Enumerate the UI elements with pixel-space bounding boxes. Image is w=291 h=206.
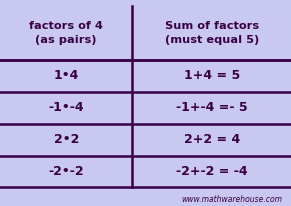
Text: (as pairs): (as pairs) [36,35,97,45]
Text: factors of 4: factors of 4 [29,21,103,31]
Text: www.mathwarehouse.com: www.mathwarehouse.com [181,194,282,204]
Text: -1•-4: -1•-4 [48,101,84,114]
Text: 1•4: 1•4 [54,69,79,82]
Text: -2•-2: -2•-2 [48,165,84,178]
Text: 2•2: 2•2 [54,133,79,146]
Text: (must equal 5): (must equal 5) [165,35,259,45]
Text: -1+-4 =- 5: -1+-4 =- 5 [176,101,248,114]
Text: Sum of factors: Sum of factors [165,21,259,31]
Text: 1+4 = 5: 1+4 = 5 [184,69,240,82]
Text: -2+-2 = -4: -2+-2 = -4 [176,165,248,178]
Text: 2+2 = 4: 2+2 = 4 [184,133,240,146]
